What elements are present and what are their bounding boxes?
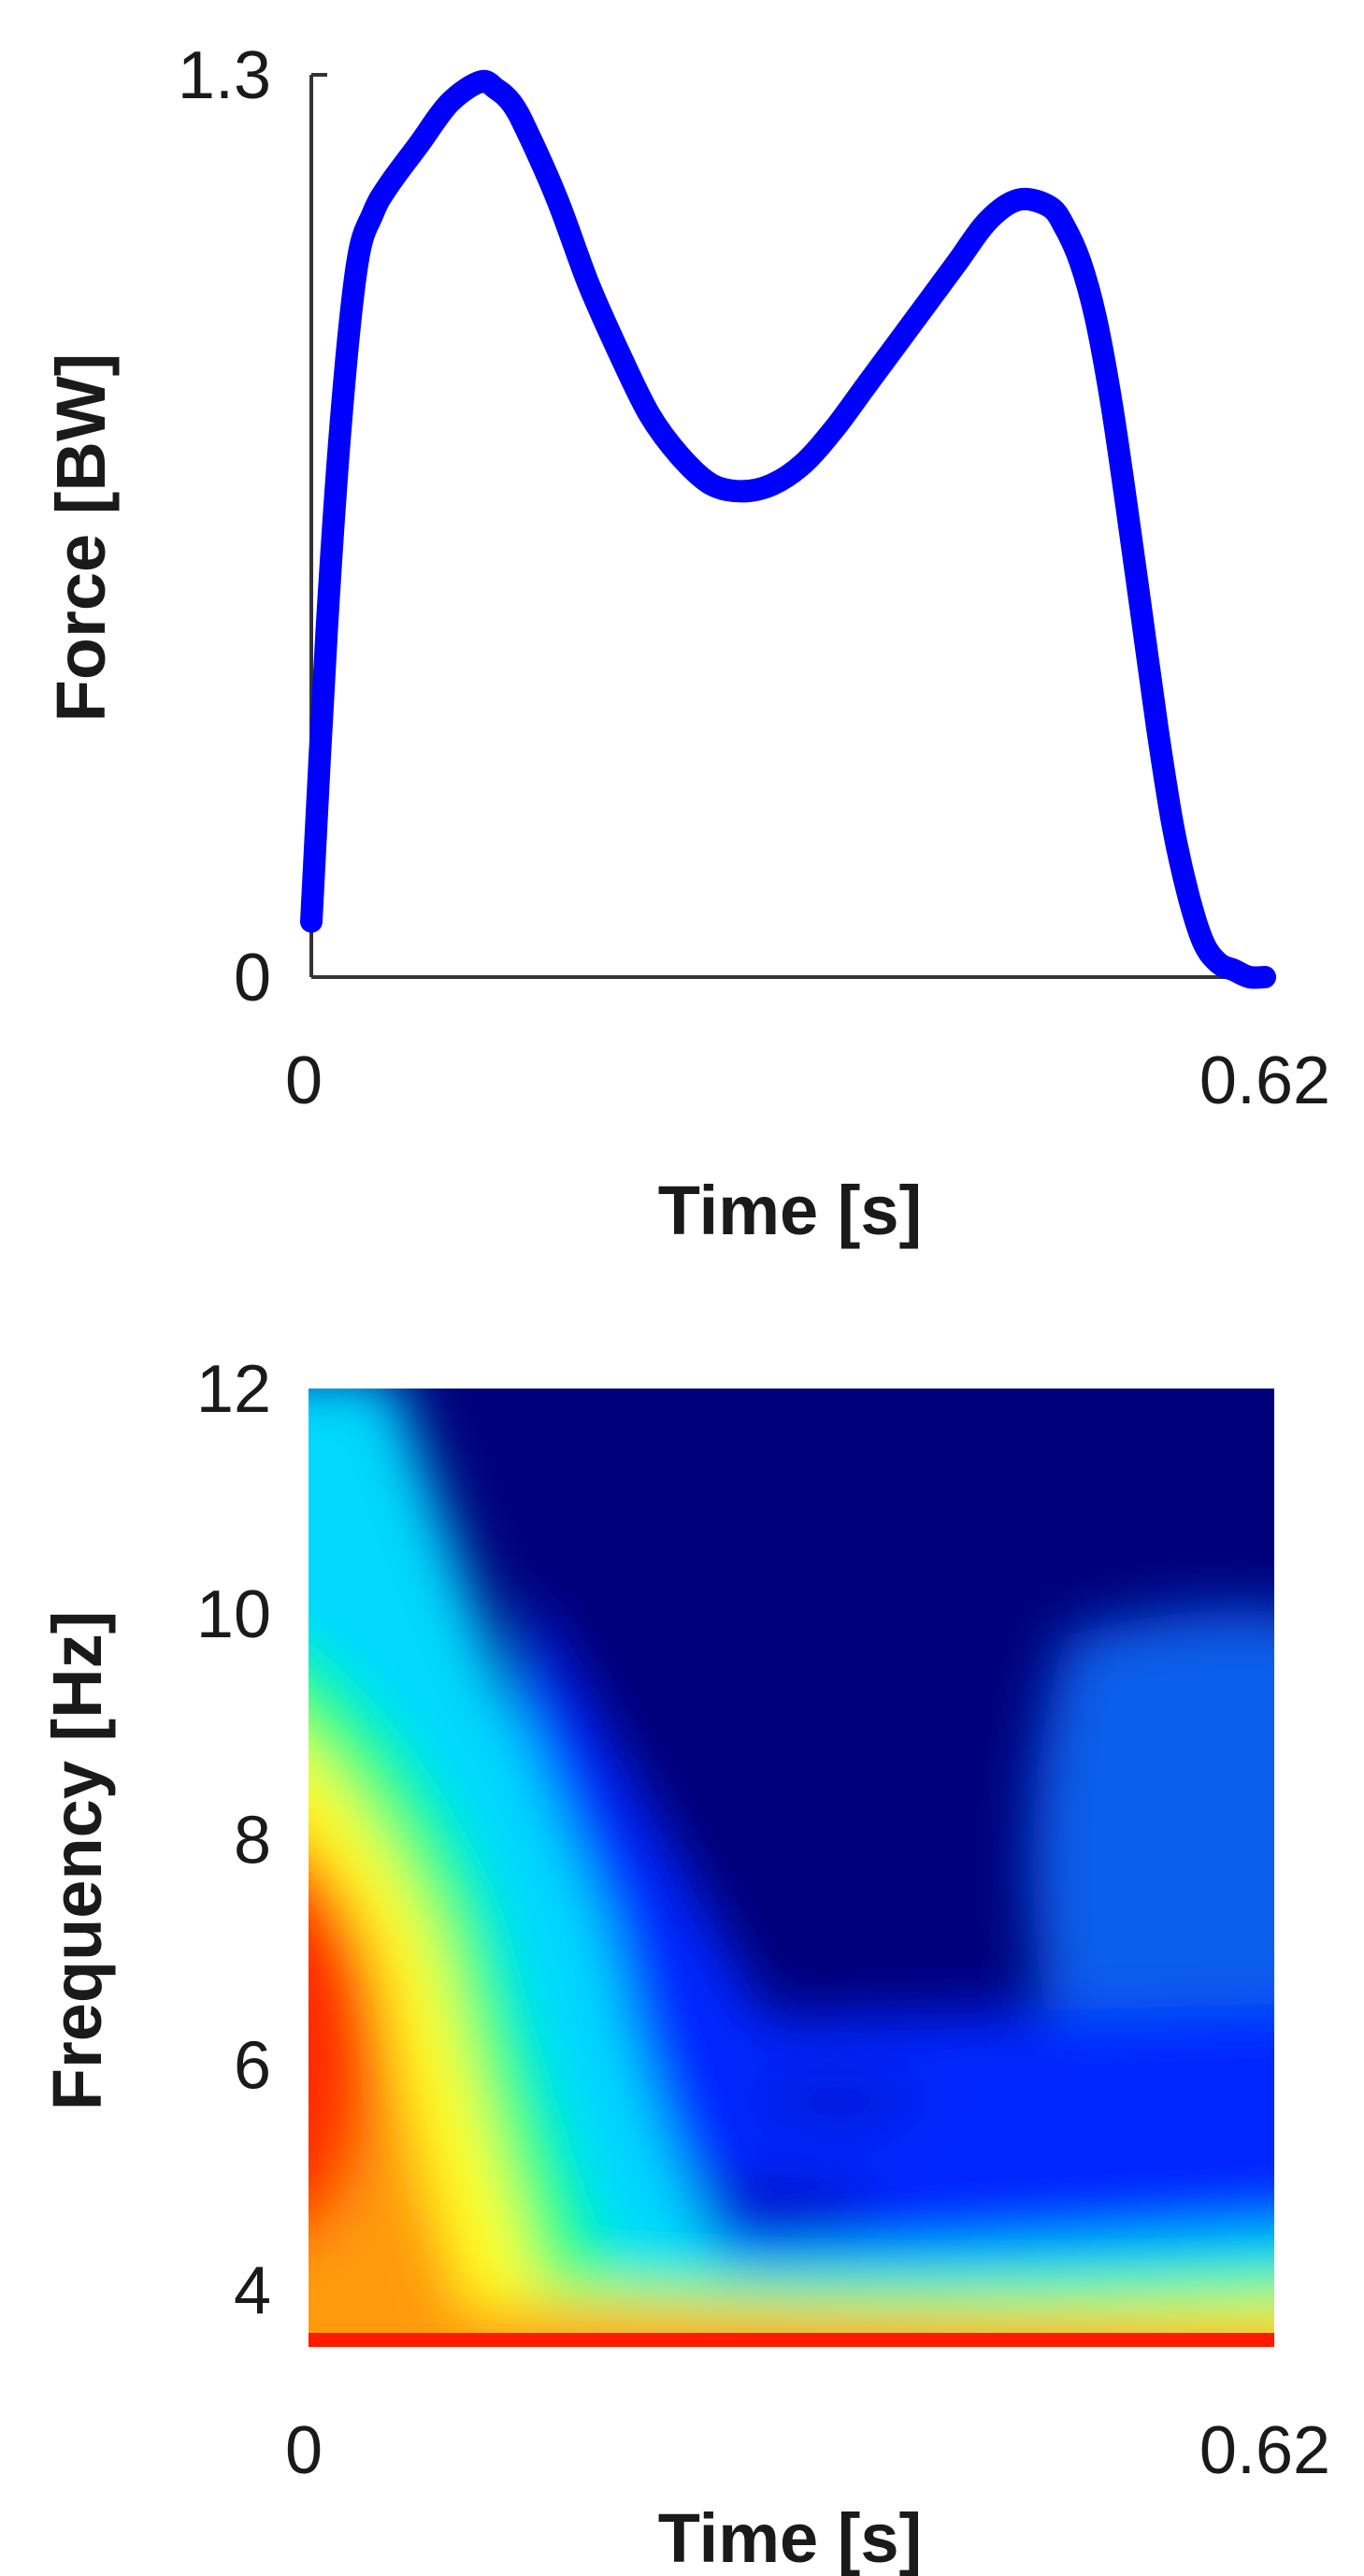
- heatmap-y-tick-8: 8: [234, 1803, 271, 1878]
- heatmap-dark-band-upper: [739, 2088, 935, 2115]
- heatmap-green-region: [309, 1653, 1274, 2347]
- force-series-line: [300, 69, 1276, 989]
- force-chart: 1.3 0 0 0.62 Time [s] Force [BW]: [42, 38, 1330, 1249]
- heatmap-y-ticks: 4 6 8 10 12: [196, 1352, 271, 2329]
- heatmap-y-tick-6: 6: [234, 2029, 271, 2104]
- heatmap-right-lightblue-region: [1032, 1610, 1274, 2020]
- heatmap-y-tick-12: 12: [196, 1352, 271, 1427]
- heatmap-dark-band-lower: [673, 2185, 897, 2219]
- heatmap-x-tick-left: 0: [285, 2413, 323, 2488]
- heatmap-plot-area: [309, 1389, 1274, 2347]
- heatmap-y-tick-4: 4: [234, 2254, 271, 2329]
- heatmap-orange-region: [309, 1847, 1274, 2347]
- heatmap-x-axis-label: Time [s]: [658, 2499, 922, 2576]
- heatmap-y-tick-10: 10: [196, 1577, 271, 1652]
- force-x-tick-left: 0: [285, 1043, 323, 1118]
- force-y-tick-bottom: 0: [234, 941, 271, 1015]
- force-x-tick-right: 0.62: [1199, 1043, 1330, 1118]
- heatmap-x-tick-right: 0.62: [1199, 2413, 1330, 2488]
- frequency-heatmap-chart: 4 6 8 10 12 0 0.62 Time [s] Frequency [Hz]: [38, 1352, 1330, 2576]
- heatmap-mid-blue-region: [524, 1590, 1274, 2347]
- force-y-axis-label: Force [BW]: [42, 353, 120, 723]
- heatmap-red-hotspot: [309, 1860, 374, 2236]
- force-x-axis-label: Time [s]: [658, 1172, 922, 1249]
- heatmap-bottom-red-strip: [309, 2333, 1274, 2347]
- force-y-tick-top: 1.3: [178, 38, 271, 113]
- heatmap-cyan-region: [309, 1389, 1274, 2347]
- heatmap-y-axis-label: Frequency [Hz]: [38, 1611, 116, 2111]
